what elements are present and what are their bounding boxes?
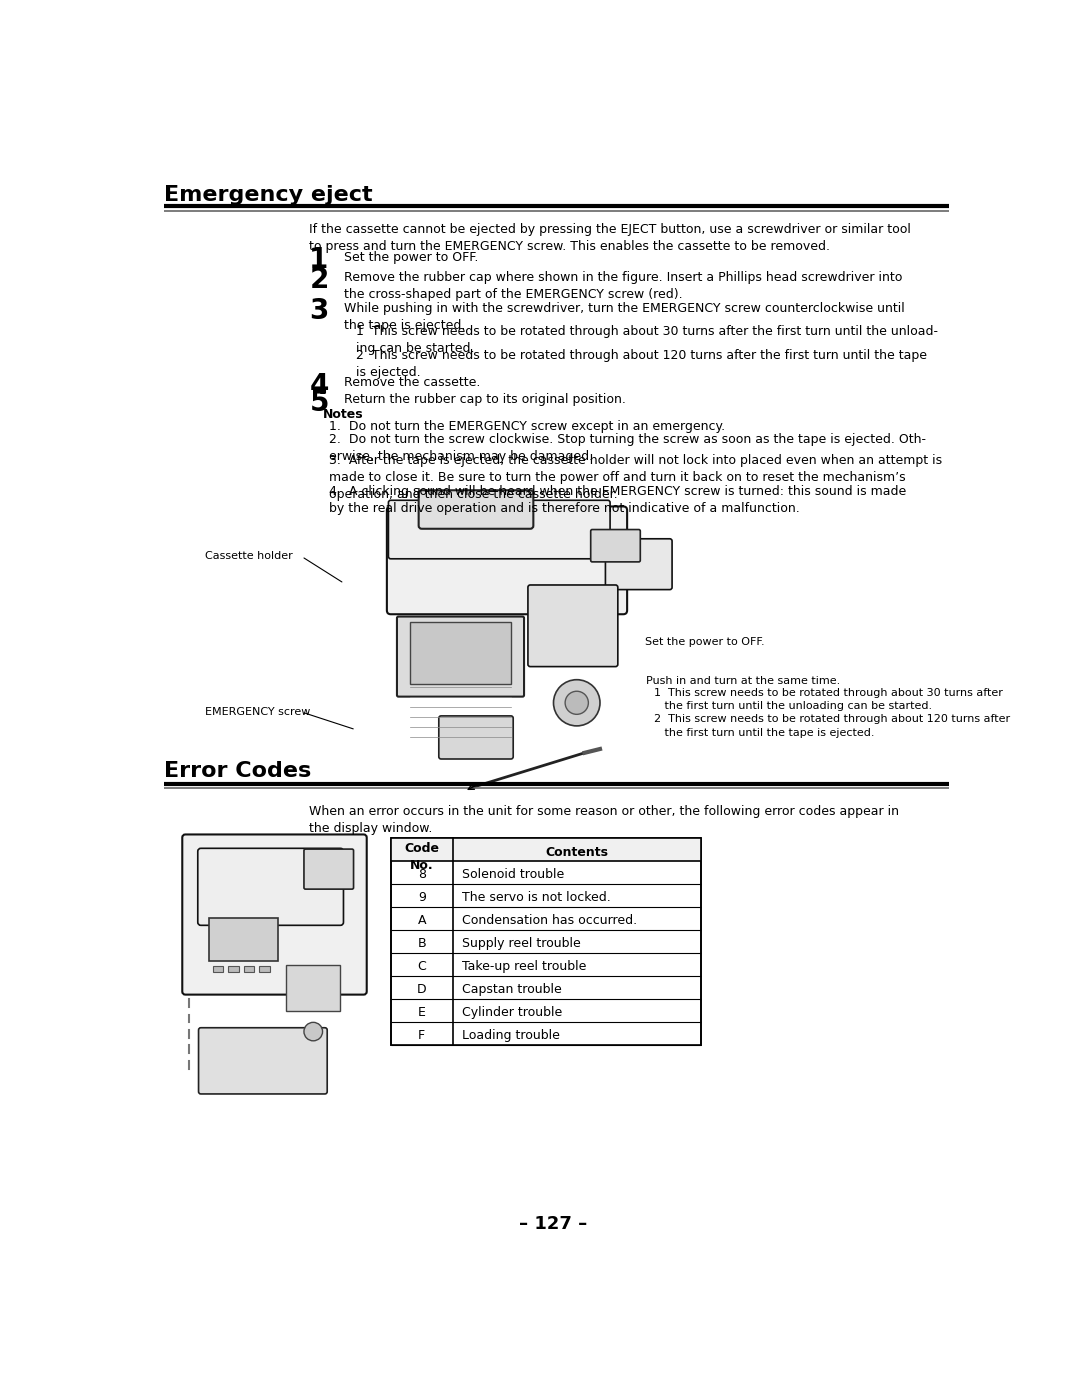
Bar	[208, 918, 279, 961]
Circle shape	[303, 1023, 323, 1041]
Circle shape	[554, 680, 600, 726]
Text: Remove the rubber cap where shown in the figure. Insert a Phillips head screwdri: Remove the rubber cap where shown in the…	[345, 271, 903, 300]
Text: 1  This screw needs to be rotated through about 30 turns after
   the first turn: 1 This screw needs to be rotated through…	[654, 689, 1003, 711]
Bar	[391, 838, 701, 1045]
Text: Capstan trouble: Capstan trouble	[462, 983, 562, 996]
FancyBboxPatch shape	[389, 500, 610, 559]
Bar	[243, 967, 255, 972]
Text: EMERGENCY screw: EMERGENCY screw	[205, 707, 310, 717]
FancyBboxPatch shape	[528, 585, 618, 666]
Text: Condensation has occurred.: Condensation has occurred.	[462, 914, 637, 926]
Bar	[213, 967, 224, 972]
Text: 4: 4	[309, 372, 328, 400]
Text: B: B	[418, 937, 427, 950]
Text: 8: 8	[418, 868, 426, 880]
Text: 2  This screw needs to be rotated through about 120 turns after the first turn u: 2 This screw needs to be rotated through…	[356, 349, 927, 379]
Text: Set the power to OFF.: Set the power to OFF.	[645, 637, 765, 647]
FancyBboxPatch shape	[183, 834, 367, 995]
Text: Remove the cassette.: Remove the cassette.	[345, 376, 481, 390]
Text: While pushing in with the screwdriver, turn the EMERGENCY screw counterclockwise: While pushing in with the screwdriver, t…	[345, 302, 905, 331]
FancyBboxPatch shape	[591, 529, 640, 562]
Text: Notes: Notes	[323, 408, 364, 420]
Text: – 127 –: – 127 –	[519, 1215, 588, 1232]
FancyBboxPatch shape	[397, 616, 524, 697]
Text: F: F	[418, 1030, 426, 1042]
Text: Set the power to OFF.: Set the power to OFF.	[345, 251, 478, 264]
Text: Loading trouble: Loading trouble	[462, 1030, 559, 1042]
Text: Push in and turn at the same time.: Push in and turn at the same time.	[647, 676, 840, 686]
Text: If the cassette cannot be ejected by pressing the EJECT button, use a screwdrive: If the cassette cannot be ejected by pre…	[309, 224, 912, 253]
Text: Return the rubber cap to its original position.: Return the rubber cap to its original po…	[345, 393, 626, 407]
Text: 1.  Do not turn the EMERGENCY screw except in an emergency.: 1. Do not turn the EMERGENCY screw excep…	[328, 420, 725, 433]
Text: Code
No.: Code No.	[404, 842, 440, 872]
Text: The servo is not locked.: The servo is not locked.	[462, 891, 611, 904]
Bar	[228, 967, 239, 972]
Text: 3.  After the tape is ejected, the cassette holder will not lock into placed eve: 3. After the tape is ejected, the casset…	[328, 454, 942, 502]
FancyBboxPatch shape	[387, 507, 627, 615]
Text: 2  This screw needs to be rotated through about 120 turns after
   the first tur: 2 This screw needs to be rotated through…	[654, 714, 1011, 738]
Text: 1  This screw needs to be rotated through about 30 turns after the first turn un: 1 This screw needs to be rotated through…	[356, 326, 937, 355]
Text: 2.  Do not turn the screw clockwise. Stop turning the screw as soon as the tape : 2. Do not turn the screw clockwise. Stop…	[328, 433, 926, 462]
Text: Cylinder trouble: Cylinder trouble	[462, 1006, 563, 1020]
FancyBboxPatch shape	[606, 539, 672, 590]
Bar	[391, 838, 701, 861]
FancyBboxPatch shape	[419, 490, 534, 529]
Text: Emergency eject: Emergency eject	[164, 184, 373, 204]
Text: D: D	[417, 983, 427, 996]
Text: When an error occurs in the unit for some reason or other, the following error c: When an error occurs in the unit for som…	[309, 805, 900, 835]
Bar	[286, 964, 340, 1011]
Text: Cassette holder: Cassette holder	[205, 550, 293, 562]
Text: 5: 5	[309, 388, 329, 416]
FancyBboxPatch shape	[198, 848, 343, 925]
FancyBboxPatch shape	[438, 715, 513, 759]
Text: Error Codes: Error Codes	[164, 760, 312, 781]
Bar	[410, 622, 511, 683]
Text: Solenoid trouble: Solenoid trouble	[462, 868, 564, 880]
Bar	[259, 967, 270, 972]
Text: Contents: Contents	[545, 847, 608, 859]
Text: 1: 1	[309, 246, 328, 274]
Text: E: E	[418, 1006, 426, 1020]
Text: A: A	[418, 914, 426, 926]
Text: 2: 2	[309, 267, 328, 295]
Text: 3: 3	[309, 298, 328, 326]
Text: C: C	[417, 960, 427, 972]
Text: Take-up reel trouble: Take-up reel trouble	[462, 960, 586, 972]
FancyBboxPatch shape	[303, 849, 353, 888]
Text: 4.  A clicking sound will be heard when the EMERGENCY screw is turned: this soun: 4. A clicking sound will be heard when t…	[328, 485, 906, 515]
Circle shape	[565, 692, 589, 714]
Text: Supply reel trouble: Supply reel trouble	[462, 937, 581, 950]
Text: 9: 9	[418, 891, 426, 904]
FancyBboxPatch shape	[199, 1028, 327, 1094]
